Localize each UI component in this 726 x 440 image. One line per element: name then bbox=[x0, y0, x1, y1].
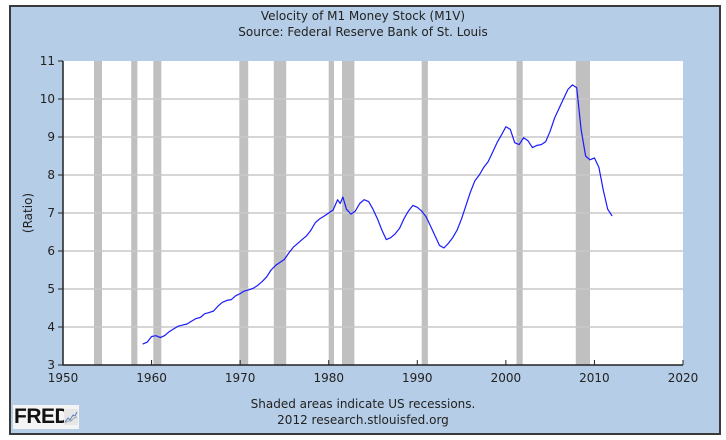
x-tick-labels: 1950 1960 1970 1980 1990 2000 2010 2020 bbox=[48, 360, 699, 385]
y-tick-label: 4 bbox=[47, 320, 55, 334]
x-tick-label: 1980 bbox=[313, 371, 344, 385]
x-tick-label: 1960 bbox=[136, 371, 167, 385]
x-tick-label: 1990 bbox=[402, 371, 433, 385]
x-tick-label: 2020 bbox=[668, 371, 699, 385]
chart-graph-icon bbox=[64, 409, 78, 425]
fred-logo[interactable]: FRED bbox=[13, 405, 79, 429]
y-tick-label: 3 bbox=[47, 358, 55, 372]
y-axis-label: (Ratio) bbox=[21, 193, 35, 233]
footer-credit: 2012 research.stlouisfed.org bbox=[277, 413, 449, 427]
chart-subtitle: Source: Federal Reserve Bank of St. Loui… bbox=[238, 25, 488, 39]
y-tick-label: 5 bbox=[47, 282, 55, 296]
y-tick-label: 11 bbox=[40, 54, 55, 68]
y-tick-label: 10 bbox=[40, 92, 55, 106]
gridlines bbox=[63, 98, 683, 328]
x-tick-label: 2000 bbox=[491, 371, 522, 385]
chart-title: Velocity of M1 Money Stock (M1V) bbox=[260, 9, 466, 23]
y-tick-label: 8 bbox=[47, 168, 55, 182]
y-tick-label: 9 bbox=[47, 130, 55, 144]
y-tick-label: 7 bbox=[47, 206, 55, 220]
footer-note: Shaded areas indicate US recessions. bbox=[250, 397, 476, 411]
x-tick-label: 1950 bbox=[48, 371, 79, 385]
y-tick-label: 6 bbox=[47, 244, 55, 258]
x-tick-label: 2010 bbox=[579, 371, 610, 385]
x-tick-label: 1970 bbox=[225, 371, 256, 385]
y-tick-labels: 3 4 5 6 7 8 9 10 11 bbox=[40, 54, 63, 372]
series-group bbox=[142, 84, 613, 345]
fred-logo-text: FRED bbox=[14, 405, 70, 428]
series-line-m1v bbox=[142, 84, 613, 345]
